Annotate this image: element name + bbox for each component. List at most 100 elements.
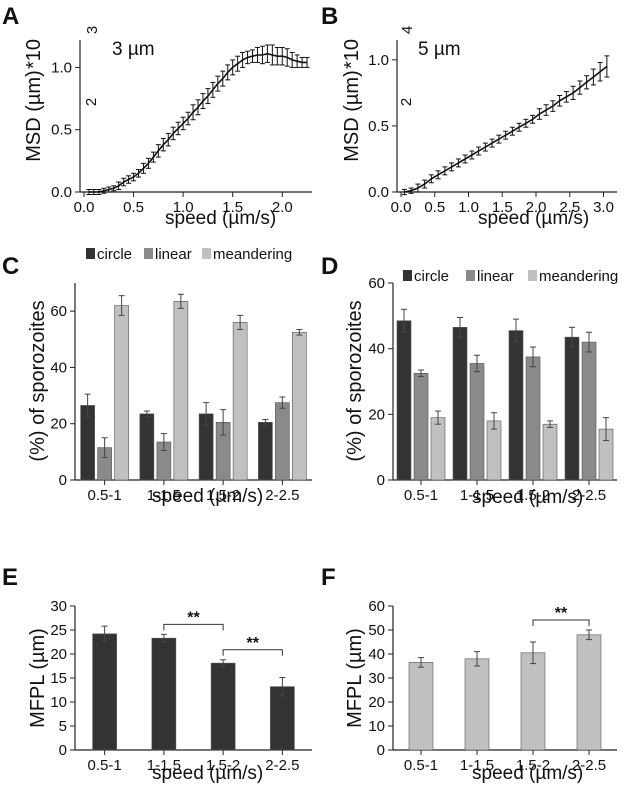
bar-meandering [486,420,502,481]
x-tick-label: 2.5 [559,199,580,216]
x-tick-label: 2-2.5 [572,757,606,774]
x-tick-label: 2-2.5 [572,487,606,504]
y-tick-label: 40 [50,359,67,376]
x-tick-label: 2-2.5 [265,487,299,504]
y-tick-label: 60 [368,598,385,615]
y-tick-label: 30 [50,598,67,615]
bar-circle [258,422,273,481]
panel-b: B 5 µm 0.0 0.5 1.0 MSD (µm) 2 *10 4 0.0 0.5 1.0 1.5 2… [321,3,617,229]
bar-meandering [114,305,129,481]
bar-meandering [292,331,307,481]
x-tick-label: 0.5 [123,199,144,216]
bar-circle [452,327,468,481]
panel-letter: C [2,253,19,280]
x-tick-label: 1.5-2 [206,487,240,504]
bar-linear [275,402,290,481]
y-tick-label: 50 [368,622,385,639]
y-axis-label: (%) of sporozoites [27,300,49,461]
bracket-line [532,619,590,626]
series-line [404,65,608,193]
panel-letter: E [2,564,18,591]
y-axis-label-exponent: 4 [399,26,416,34]
bar-linear [581,341,597,481]
x-tick-label: 1.5-2 [516,757,550,774]
y-tick-label: 40 [368,341,385,358]
panel-letter: F [321,564,336,591]
legend-swatch [86,248,95,259]
x-tick-label: 1.5-2 [516,487,550,504]
y-tick-label: 60 [50,303,67,320]
legend: circle linear meandering [403,268,618,285]
bar-linear [413,372,429,481]
y-tick-label: 20 [50,646,67,663]
y-tick-label: 0.5 [51,122,72,139]
panel-c: C 0 20 40 60(%) of sporozoites 0.5-1 1-1.5 1.5-… [2,246,312,507]
significance-label: ** [247,635,260,652]
bar-circle [508,330,524,481]
bar-value [92,633,117,751]
y-tick-label: 0 [377,742,385,759]
x-tick-label: 2.0 [272,199,293,216]
legend-swatch [202,248,211,259]
bar-value [520,652,546,751]
panel-annotation: 3 µm [112,39,155,60]
y-tick-label: 40 [368,646,385,663]
legend-swatch [528,270,537,281]
bar-value [151,637,177,751]
y-tick-label: 25 [50,622,67,639]
y-axis-label-superscript: 2 [83,98,100,106]
y-tick-label: 20 [50,416,67,433]
panel-letter: D [321,253,338,280]
x-tick-label: 0.5-1 [88,487,122,504]
y-tick-label: 60 [368,275,385,292]
bar-circle [396,320,412,481]
x-tick-label: 0.5 [424,199,445,216]
x-tick-label: 0.5-1 [404,757,438,774]
bar-value [576,634,602,751]
significance-label: ** [187,609,200,626]
y-tick-label: 0 [59,472,67,489]
bracket-line [163,623,224,631]
legend-swatch [466,270,475,281]
x-tick-label: 1-1.5 [460,487,494,504]
y-tick-label: 10 [50,694,67,711]
legend-swatch [144,248,153,259]
x-axis-label: speed (µm/s) [165,208,276,229]
y-axis-label: MSD (µm) [341,70,363,162]
panel-annotation: 5 µm [418,39,461,60]
x-tick-label: 1.0 [458,199,479,216]
y-tick-label: 0.0 [51,184,72,201]
bar-meandering [232,322,248,481]
x-axis-label: speed (µm/s) [478,208,589,229]
legend-label-linear: linear [477,268,514,285]
y-axis-label-superscript: 2 [398,98,415,106]
legend-label-meandering: meandering [539,268,618,285]
significance-bracket: ** [532,605,590,626]
bar-circle [564,336,580,481]
bar-meandering [542,423,558,481]
y-tick-label: 1.0 [51,59,72,76]
x-tick-label: 2.0 [526,199,547,216]
x-tick-label: 1-1.5 [147,757,181,774]
panel-a: A 3 µm 0.0 0.5 1.0 MSD (µm) 2 *10 3 0.0 0.5 1.0 1.5 2… [2,3,312,229]
y-axis-label-multiplier: *10 [341,39,363,69]
x-tick-label: 0.0 [391,199,412,216]
significance-bracket: ** [222,635,283,656]
x-tick-label: 2-2.5 [265,757,299,774]
legend-label-meandering: meandering [213,246,292,263]
y-axis-label: (%) of sporozoites [344,300,366,461]
significance-bracket: ** [163,609,224,631]
x-axis-label: speed (µm/s) [472,487,583,508]
legend-label-linear: linear [155,246,192,263]
bar-linear [525,356,541,481]
legend: circle linear meandering [86,246,292,263]
x-axis-label: speed (µm/s) [152,486,263,507]
bar-value [270,686,295,751]
x-tick-label: 1.5-2 [206,757,240,774]
x-tick-label: 1.0 [173,199,194,216]
x-axis-label: speed (µm/s) [152,763,263,784]
legend-label-circle: circle [414,268,449,285]
panel-letter: A [2,3,19,30]
